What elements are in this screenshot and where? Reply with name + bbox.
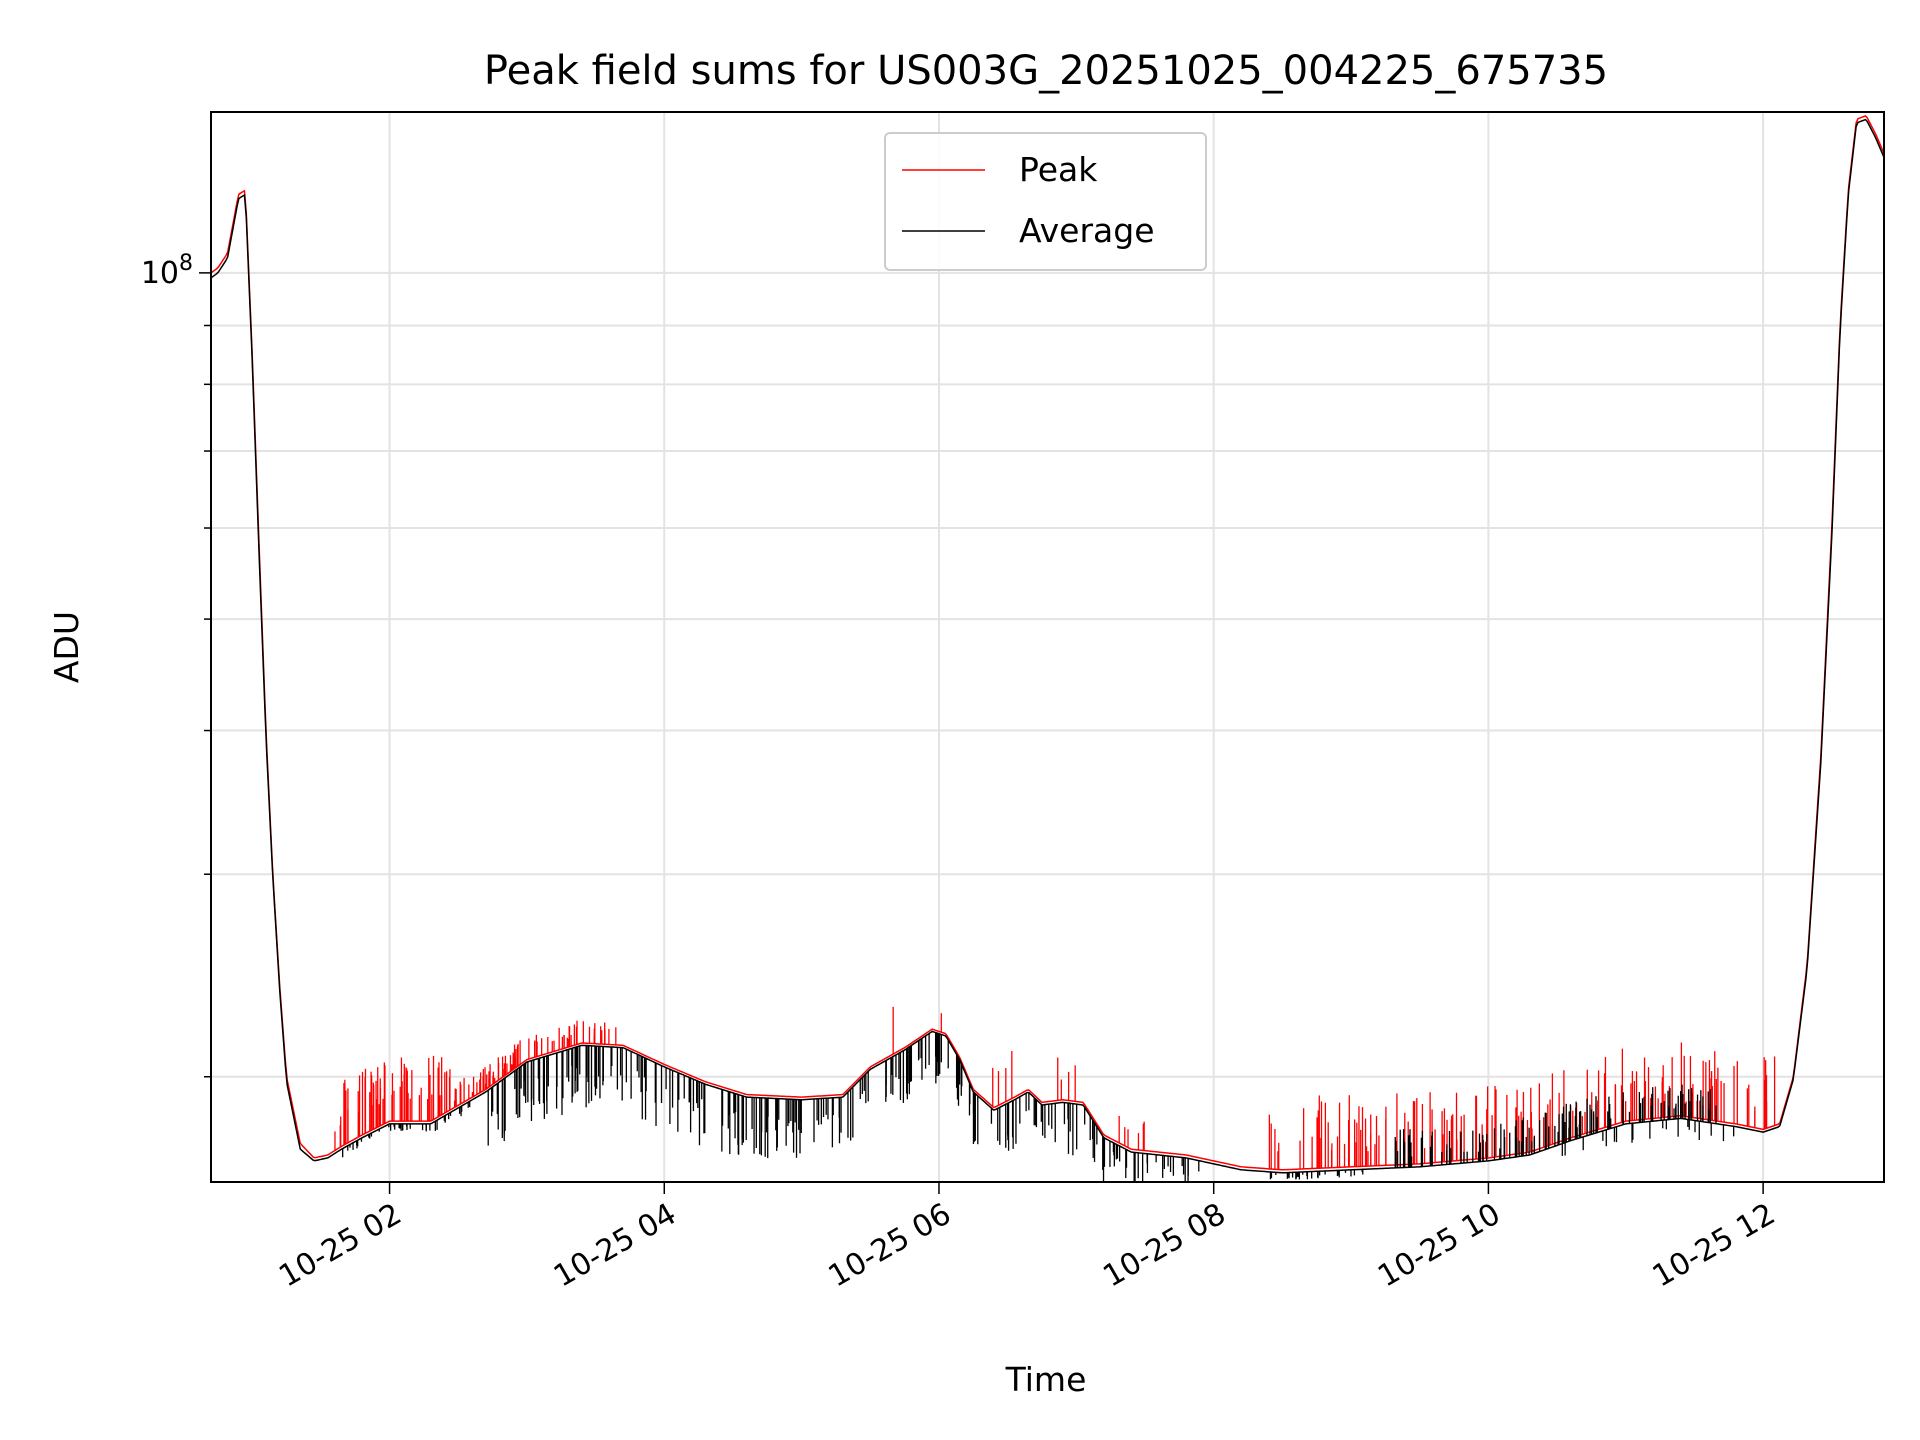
x-axis-label: Time bbox=[1005, 1360, 1087, 1399]
y-tick-label: 108 bbox=[141, 251, 193, 291]
y-axis-label: ADU bbox=[47, 611, 86, 683]
legend-peak-label: Peak bbox=[1019, 150, 1098, 189]
grid-layer bbox=[211, 112, 1884, 1182]
legend-average-label: Average bbox=[1019, 211, 1155, 250]
plot-frame bbox=[210, 111, 1885, 1183]
series-layer bbox=[211, 115, 1884, 1182]
y-axis: 108 bbox=[141, 251, 211, 1078]
chart-title: Peak field sums for US003G_20251025_0042… bbox=[484, 48, 1608, 94]
average-series-line bbox=[211, 118, 1884, 1174]
legend: Peak Average bbox=[884, 132, 1207, 271]
legend-box bbox=[884, 132, 1207, 271]
